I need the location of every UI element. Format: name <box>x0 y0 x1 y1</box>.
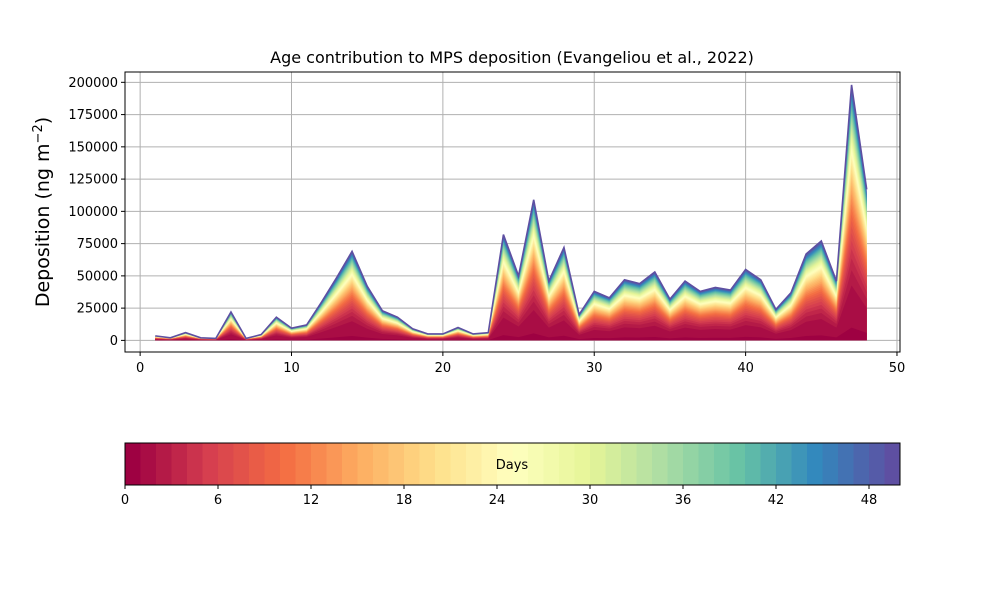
colorbar-swatch <box>652 443 669 485</box>
colorbar-swatch <box>884 443 900 485</box>
colorbar-swatch <box>512 443 529 485</box>
y-tick-label: 175000 <box>68 108 118 123</box>
y-tick-label: 50000 <box>77 269 118 284</box>
colorbar-swatch <box>342 443 359 485</box>
colorbar-swatch <box>667 443 684 485</box>
colorbar-swatch <box>497 443 514 485</box>
colorbar-swatch <box>450 443 467 485</box>
colorbar-swatch <box>729 443 746 485</box>
colorbar-swatch <box>745 443 762 485</box>
y-tick-label: 25000 <box>77 302 118 317</box>
colorbar-tick-label: 30 <box>582 493 599 508</box>
y-axis-label-suffix: ) <box>32 117 54 124</box>
colorbar-swatch <box>466 443 483 485</box>
colorbar-frame <box>124 442 901 486</box>
colorbar-swatch <box>698 443 715 485</box>
colorbar-swatch <box>388 443 405 485</box>
colorbar-swatch <box>605 443 622 485</box>
colorbar-tick-label: 0 <box>121 493 129 508</box>
colorbar-tick-label: 12 <box>303 493 320 508</box>
y-tick-label: 125000 <box>68 173 118 188</box>
y-tick-label: 100000 <box>68 205 118 220</box>
colorbar-swatch <box>760 443 777 485</box>
colorbar-swatch <box>543 443 560 485</box>
y-tick-label: 0 <box>110 334 118 349</box>
plot-frame <box>124 71 901 353</box>
colorbar-swatch <box>807 443 824 485</box>
colorbar-swatch <box>171 443 188 485</box>
colorbar-label: Days <box>496 458 529 473</box>
colorbar-swatch <box>264 443 281 485</box>
colorbar-swatch <box>404 443 421 485</box>
x-tick-label: 0 <box>136 361 144 376</box>
colorbar-swatch <box>822 443 839 485</box>
colorbar-tick-label: 24 <box>489 493 506 508</box>
x-tick-label: 40 <box>737 361 754 376</box>
stacked-areas <box>155 84 867 341</box>
colorbar-swatch <box>590 443 607 485</box>
colorbar-swatch <box>233 443 250 485</box>
colorbar-swatch <box>559 443 576 485</box>
colorbar-swatch <box>528 443 545 485</box>
colorbar-swatch <box>311 443 328 485</box>
colorbar-swatch <box>419 443 436 485</box>
y-axis-label-exponent: −2 <box>31 124 46 143</box>
colorbar-swatch <box>838 443 855 485</box>
colorbar-tick-label: 36 <box>675 493 692 508</box>
colorbar-swatch <box>574 443 591 485</box>
y-tick-label: 75000 <box>77 237 118 252</box>
colorbar-swatch <box>187 443 204 485</box>
colorbar-swatch <box>125 443 142 485</box>
colorbar-swatch <box>357 443 374 485</box>
colorbar-swatch <box>140 443 157 485</box>
colorbar-swatch <box>218 443 235 485</box>
colorbar-swatch <box>481 443 498 485</box>
y-tick-label: 150000 <box>68 140 118 155</box>
colorbar-tick-label: 6 <box>214 493 222 508</box>
age-layer-area <box>155 285 867 341</box>
colorbar-swatch <box>791 443 808 485</box>
x-tick-label: 30 <box>586 361 603 376</box>
y-tick-label: 200000 <box>68 76 118 91</box>
colorbar-tick-label: 48 <box>861 493 878 508</box>
colorbar-swatch <box>249 443 266 485</box>
colorbar-swatch <box>621 443 638 485</box>
colorbar-swatch <box>636 443 653 485</box>
colorbar-swatch <box>295 443 312 485</box>
colorbar-swatch <box>280 443 297 485</box>
colorbar-swatch <box>869 443 886 485</box>
colorbar-swatch <box>435 443 452 485</box>
colorbar-swatch <box>156 443 173 485</box>
colorbar-swatch <box>373 443 390 485</box>
series-lines <box>155 84 868 340</box>
colorbar-swatch <box>853 443 870 485</box>
colorbar-swatch <box>714 443 731 485</box>
y-axis: 0 25000 50000 75000 100000 125000 150000 175000… <box>68 76 125 349</box>
y-axis-label: Deposition (ng m−2) <box>31 117 54 307</box>
colorbar-swatch <box>776 443 793 485</box>
colorbar-tick-label: 18 <box>396 493 413 508</box>
total-deposition-line <box>155 84 868 340</box>
x-axis: 0 10 20 30 40 50 <box>136 352 905 376</box>
grid-lines <box>125 72 900 352</box>
x-tick-label: 10 <box>283 361 300 376</box>
colorbar-swatch <box>683 443 700 485</box>
x-tick-label: 50 <box>889 361 906 376</box>
colorbar-swatch <box>326 443 343 485</box>
colorbar-tick-label: 42 <box>768 493 785 508</box>
colorbar-swatch <box>202 443 219 485</box>
colorbar-swatches <box>125 443 900 485</box>
x-tick-label: 20 <box>435 361 452 376</box>
y-axis-label-main: Deposition (ng m <box>32 143 54 307</box>
age-layer-area <box>155 327 867 341</box>
colorbar-axis: 0 6 12 18 24 30 36 42 48 <box>121 485 877 508</box>
chart-title: Age contribution to MPS deposition (Evan… <box>270 48 754 67</box>
